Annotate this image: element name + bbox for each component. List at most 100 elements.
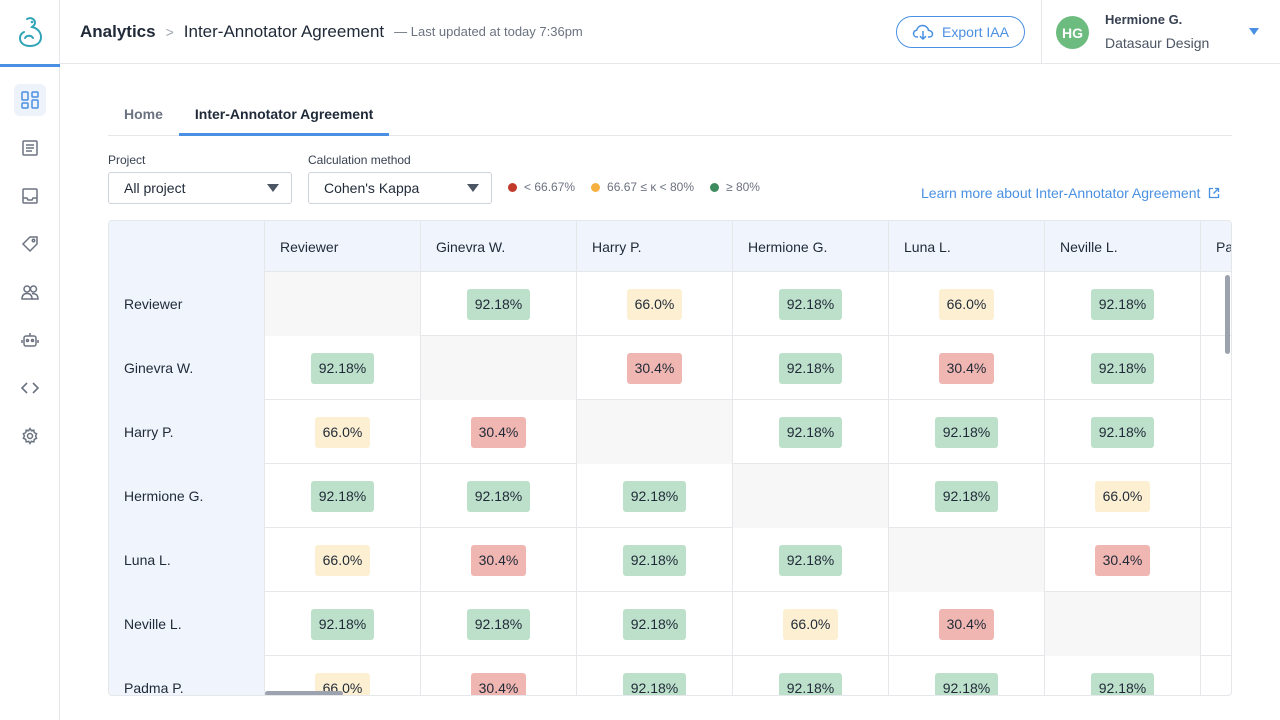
tag-icon[interactable]: [14, 228, 46, 260]
matrix-cell: 66.0%: [733, 592, 889, 656]
matrix-cell: 92.18%: [733, 528, 889, 592]
matrix-cell: 92.18%: [421, 592, 577, 656]
matrix-cell: 92.18%: [1045, 336, 1201, 400]
legend-label: ≥ 80%: [726, 180, 760, 194]
matrix-cell: 92.18%: [1045, 400, 1201, 464]
agreement-score-badge: 92.18%: [778, 672, 843, 695]
export-iaa-button[interactable]: Export IAA: [896, 16, 1025, 48]
legend-item-high: ≥ 80%: [710, 180, 760, 194]
horizontal-scrollbar[interactable]: [265, 691, 343, 695]
header-divider: [1041, 0, 1042, 64]
code-icon[interactable]: [14, 372, 46, 404]
learn-more-link[interactable]: Learn more about Inter-Annotator Agreeme…: [921, 185, 1220, 201]
agreement-score-badge: 92.18%: [622, 480, 687, 512]
matrix-diagonal-cell: [265, 272, 421, 336]
legend-label: < 66.67%: [524, 180, 576, 194]
matrix-cell: 92.18%: [733, 656, 889, 695]
agreement-score-badge: 30.4%: [470, 672, 527, 695]
matrix-cell: 30.4%: [421, 528, 577, 592]
row-header: Ginevra W.: [109, 336, 265, 400]
agreement-score-badge: 30.4%: [470, 416, 527, 448]
matrix-cell: 92.18%: [577, 656, 733, 695]
chevron-down-icon: [267, 184, 279, 192]
vertical-scrollbar[interactable]: [1225, 275, 1230, 354]
matrix-corner-cell: [109, 221, 265, 272]
tab-inter-annotator-agreement[interactable]: Inter-Annotator Agreement: [178, 92, 390, 136]
column-header: Luna L.: [889, 221, 1045, 272]
orange-dot-icon: [591, 182, 601, 192]
matrix-cell: 30.4%: [889, 592, 1045, 656]
agreement-score-badge: 30.4%: [1094, 544, 1151, 576]
matrix-cell: [1201, 592, 1231, 656]
column-header: Hermione G.: [733, 221, 889, 272]
matrix-cell: 92.18%: [577, 528, 733, 592]
top-header: Analytics > Inter-Annotator Agreement — …: [60, 0, 1280, 64]
sidebar-nav: [0, 84, 60, 468]
agreement-score-badge: 92.18%: [778, 288, 843, 320]
matrix-cell: 30.4%: [421, 656, 577, 695]
datasaur-logo-icon[interactable]: [0, 0, 60, 64]
matrix-cell: 30.4%: [889, 336, 1045, 400]
matrix-cell: [1201, 464, 1231, 528]
table-row: Luna L. 66.0% 30.4% 92.18% 92.18% 30.4%: [109, 528, 1231, 592]
project-label: Project: [108, 153, 146, 167]
matrix-diagonal-cell: [577, 400, 733, 464]
matrix-cell: 30.4%: [577, 336, 733, 400]
robot-icon[interactable]: [14, 324, 46, 356]
agreement-matrix: Reviewer Ginevra W. Harry P. Hermione G. Lun…: [108, 220, 1232, 696]
logo-accent-bar: [0, 64, 60, 67]
agreement-score-badge: 92.18%: [310, 608, 375, 640]
user-menu-chevron-down-icon[interactable]: [1249, 28, 1259, 35]
agreement-score-badge: 92.18%: [466, 608, 531, 640]
matrix-cell: 92.18%: [265, 336, 421, 400]
agreement-score-badge: 92.18%: [622, 544, 687, 576]
row-header: Hermione G.: [109, 464, 265, 528]
breadcrumb-root[interactable]: Analytics: [80, 21, 156, 41]
agreement-score-badge: 92.18%: [1090, 352, 1155, 384]
document-list-icon[interactable]: [14, 132, 46, 164]
column-header: Neville L.: [1045, 221, 1201, 272]
dashboard-icon[interactable]: [14, 84, 46, 116]
cloud-download-icon: [912, 24, 934, 40]
column-header: Harry P.: [577, 221, 733, 272]
agreement-score-badge: 66.0%: [314, 544, 371, 576]
agreement-score-badge: 92.18%: [622, 608, 687, 640]
matrix-cell: 92.18%: [889, 464, 1045, 528]
agreement-score-badge: 66.0%: [782, 608, 839, 640]
agreement-score-badge: 92.18%: [778, 544, 843, 576]
agreement-score-badge: 92.18%: [778, 352, 843, 384]
table-row: Ginevra W. 92.18% 30.4% 92.18% 30.4% 92.18%: [109, 336, 1231, 400]
calculation-method-label: Calculation method: [308, 153, 411, 167]
matrix-cell: 66.0%: [265, 528, 421, 592]
agreement-score-badge: 92.18%: [934, 480, 999, 512]
table-row: Harry P. 66.0% 30.4% 92.18% 92.18% 92.18%: [109, 400, 1231, 464]
matrix-cell: [1201, 400, 1231, 464]
matrix-cell: [1201, 528, 1231, 592]
calculation-method-value: Cohen's Kappa: [324, 180, 420, 196]
matrix-cell: 30.4%: [1045, 528, 1201, 592]
matrix-diagonal-cell: [1045, 592, 1201, 656]
inbox-icon[interactable]: [14, 180, 46, 212]
matrix-cell: 92.18%: [421, 464, 577, 528]
agreement-score-badge: 92.18%: [622, 672, 687, 695]
page-title: Inter-Annotator Agreement: [183, 21, 385, 41]
avatar[interactable]: HG: [1056, 16, 1089, 49]
project-select[interactable]: All project: [108, 172, 292, 204]
matrix-cell: 92.18%: [577, 464, 733, 528]
team-icon[interactable]: [14, 276, 46, 308]
agreement-score-badge: 66.0%: [938, 288, 995, 320]
row-header: Luna L.: [109, 528, 265, 592]
gear-icon[interactable]: [14, 420, 46, 452]
agreement-score-badge: 92.18%: [466, 480, 531, 512]
matrix-cell: 92.18%: [889, 656, 1045, 695]
tab-home[interactable]: Home: [124, 106, 163, 122]
user-organization: Datasaur Design: [1105, 35, 1210, 51]
agreement-score-badge: 92.18%: [310, 480, 375, 512]
agreement-score-badge: 30.4%: [938, 608, 995, 640]
sidebar: [0, 0, 60, 720]
matrix-diagonal-cell: [421, 336, 577, 400]
matrix-cell: 30.4%: [421, 400, 577, 464]
agreement-score-badge: 92.18%: [466, 288, 531, 320]
matrix-cell: 66.0%: [265, 656, 421, 695]
calculation-method-select[interactable]: Cohen's Kappa: [308, 172, 492, 204]
